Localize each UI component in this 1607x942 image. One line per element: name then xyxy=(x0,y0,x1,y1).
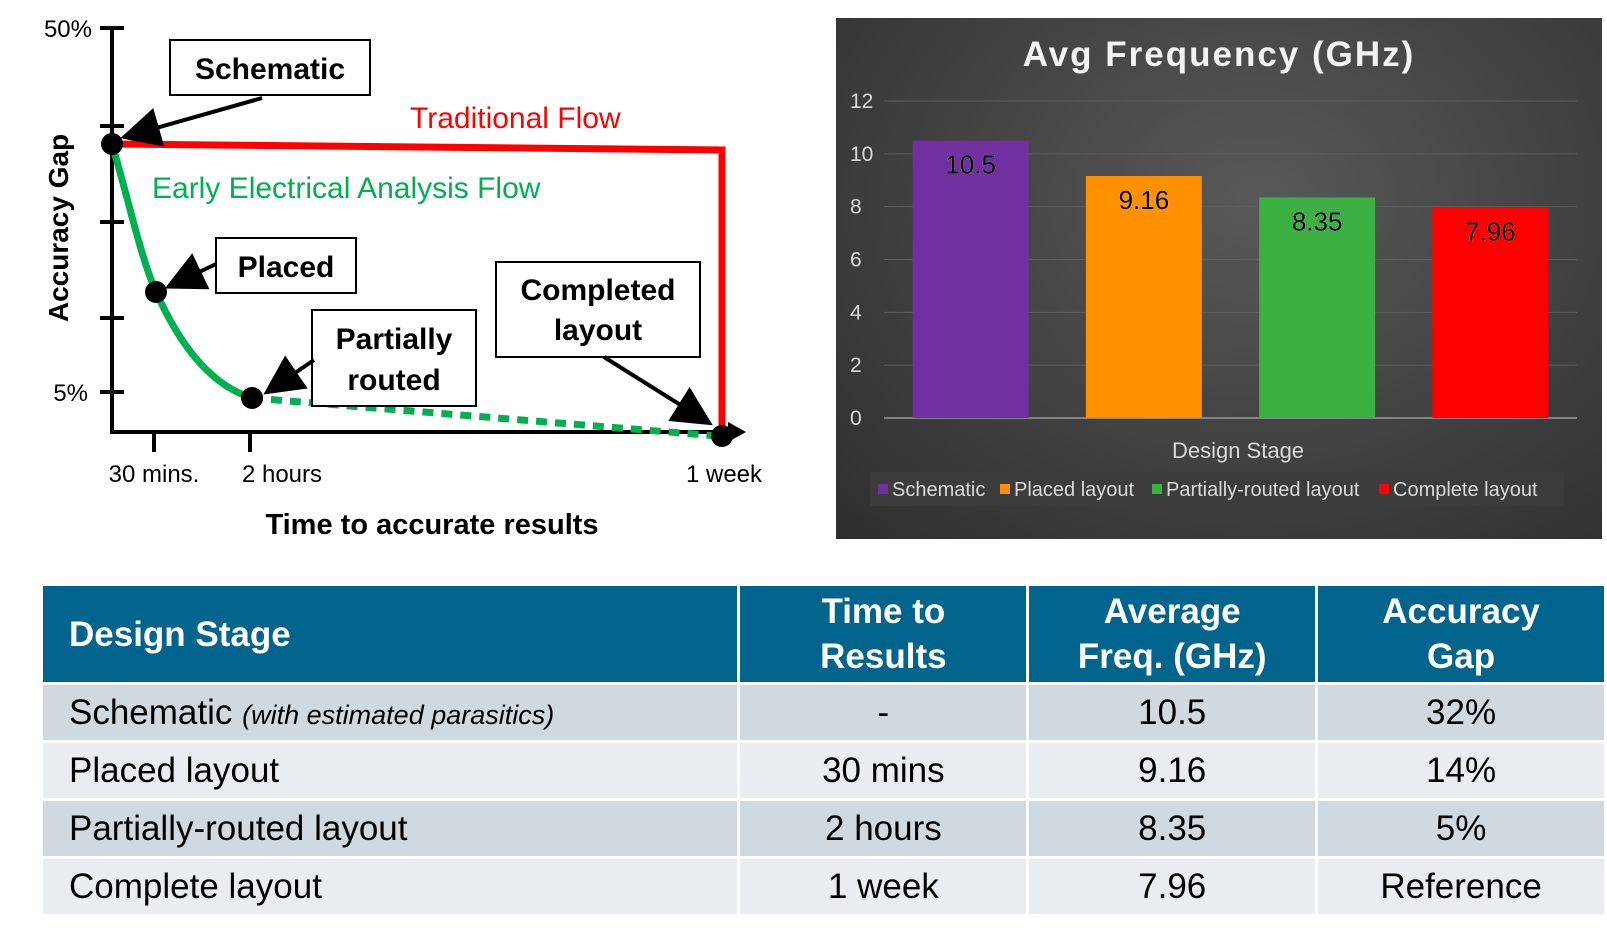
cell-freq: 7.96 xyxy=(1026,856,1319,917)
cell-stage: Complete layout xyxy=(39,856,741,917)
table-row: Schematic (with estimated parasitics) - … xyxy=(39,682,1607,743)
traditional-flow-line xyxy=(111,140,726,436)
cell-time: 30 mins xyxy=(737,740,1030,801)
table-row: Complete layout 1 week 7.96 Reference xyxy=(39,856,1607,917)
legend-box xyxy=(870,472,1564,506)
placed-point xyxy=(145,281,167,303)
bar-chart-svg: Avg Frequency (GHz) 0 2 4 6 8 10 12 10.5 9.16 8.… xyxy=(850,35,1577,506)
cell-gap: 32% xyxy=(1315,682,1607,743)
callout-completed-layout: Completed layout xyxy=(495,261,713,426)
callout-schematic-text: Schematic xyxy=(195,53,345,86)
y-tick-label-top: 50% xyxy=(44,16,92,43)
table-row: Placed layout 30 mins 9.16 14% xyxy=(39,740,1607,801)
header-design-stage: Design Stage xyxy=(39,583,741,685)
bar xyxy=(1432,207,1549,418)
x-axis-title: Time to accurate results xyxy=(265,509,598,541)
y-tick-label: 6 xyxy=(850,249,862,272)
schematic-point xyxy=(101,133,123,155)
callout-arrow xyxy=(164,253,217,290)
callout-arrow xyxy=(602,355,713,426)
cell-freq: 10.5 xyxy=(1026,682,1319,743)
y-axis-title: Accuracy Gap xyxy=(43,134,74,322)
header-text: Results xyxy=(820,637,947,676)
design-stage-table: Design Stage Time to Results Average Fre… xyxy=(39,583,1607,917)
legend-label: Placed layout xyxy=(1014,479,1135,501)
cell-freq: 9.16 xyxy=(1026,740,1319,801)
cell-gap: Reference xyxy=(1315,856,1607,917)
legend-label: Schematic xyxy=(892,479,985,501)
cell-time: 1 week xyxy=(737,856,1030,917)
callout-completed-text-1: Completed xyxy=(520,274,675,307)
stage-text: Partially-routed layout xyxy=(69,808,408,848)
header-text: Design Stage xyxy=(69,614,291,654)
data-label: 7.96 xyxy=(1465,217,1516,247)
legend-swatch xyxy=(1000,484,1010,494)
data-label: 9.16 xyxy=(1119,185,1170,215)
y-tick-label-bottom: 5% xyxy=(53,380,88,407)
cell-freq: 8.35 xyxy=(1026,798,1319,859)
cell-gap: 14% xyxy=(1315,740,1607,801)
table-row: Partially-routed layout 2 hours 8.35 5% xyxy=(39,798,1607,859)
header-text: Freq. (GHz) xyxy=(1077,637,1267,676)
cell-time: 2 hours xyxy=(737,798,1030,859)
y-tick-label: 8 xyxy=(850,196,862,219)
data-label: 10.5 xyxy=(945,150,996,180)
bar xyxy=(912,140,1029,418)
callout-arrow xyxy=(263,355,316,395)
y-tick-label: 10 xyxy=(850,143,873,166)
stage-text: Complete layout xyxy=(69,866,322,906)
callout-partially-routed: Partially routed xyxy=(263,309,477,407)
callout-schematic: Schematic xyxy=(120,39,371,147)
callout-arrow xyxy=(120,96,263,147)
legend-swatch xyxy=(1152,484,1162,494)
stage-text: Placed layout xyxy=(69,750,280,790)
table-header-row: Design Stage Time to Results Average Fre… xyxy=(39,583,1607,685)
header-average-freq: Average Freq. (GHz) xyxy=(1026,583,1319,685)
y-tick-label: 2 xyxy=(850,354,862,377)
header-text: Gap xyxy=(1427,637,1496,676)
legend-label: Partially-routed layout xyxy=(1166,479,1360,501)
x-tick-label-2hours: 2 hours xyxy=(242,461,322,488)
x-tick-label-30mins: 30 mins. xyxy=(109,461,200,488)
accuracy-gap-chart: 50% 5% 30 mins. 2 hours 1 week Accuracy … xyxy=(43,16,763,541)
callout-placed-text: Placed xyxy=(238,251,335,284)
x-axis-title: Design Stage xyxy=(1172,438,1304,463)
early-flow-label: Early Electrical Analysis Flow xyxy=(152,172,541,205)
chart-title: Avg Frequency (GHz) xyxy=(1023,35,1416,74)
callout-completed-text-2: layout xyxy=(554,314,642,347)
legend-swatch xyxy=(1379,484,1389,494)
cell-gap: 5% xyxy=(1315,798,1607,859)
legend-swatch xyxy=(878,484,888,494)
header-text: Accuracy xyxy=(1382,592,1540,631)
cell-stage: Placed layout xyxy=(39,740,741,801)
bar xyxy=(1085,176,1202,418)
cell-time: - xyxy=(737,682,1030,743)
completed-layout-point xyxy=(711,425,733,447)
header-time-to-results: Time to Results xyxy=(737,583,1030,685)
x-tick-label-1week: 1 week xyxy=(686,461,763,488)
y-tick-label: 4 xyxy=(850,301,862,324)
cell-stage: Partially-routed layout xyxy=(39,798,741,859)
callout-partially-text-1: Partially xyxy=(336,323,453,356)
header-text: Time to xyxy=(821,592,946,631)
legend-label: Complete layout xyxy=(1393,479,1538,501)
data-label: 8.35 xyxy=(1292,206,1343,236)
callout-partially-text-2: routed xyxy=(347,364,440,397)
header-text: Average xyxy=(1103,592,1241,631)
stage-note: (with estimated parasitics) xyxy=(242,699,555,730)
y-tick-label: 0 xyxy=(850,407,862,430)
avg-frequency-chart: Avg Frequency (GHz) 0 2 4 6 8 10 12 10.5 9.16 8.… xyxy=(836,18,1602,539)
header-accuracy-gap: Accuracy Gap xyxy=(1315,583,1607,685)
callout-placed: Placed xyxy=(164,237,357,294)
y-tick-label: 12 xyxy=(850,90,873,113)
partially-routed-point xyxy=(241,387,263,409)
stage-text: Schematic xyxy=(69,692,233,732)
bar xyxy=(1259,197,1376,418)
traditional-flow-label: Traditional Flow xyxy=(410,102,621,135)
cell-stage: Schematic (with estimated parasitics) xyxy=(39,682,741,743)
